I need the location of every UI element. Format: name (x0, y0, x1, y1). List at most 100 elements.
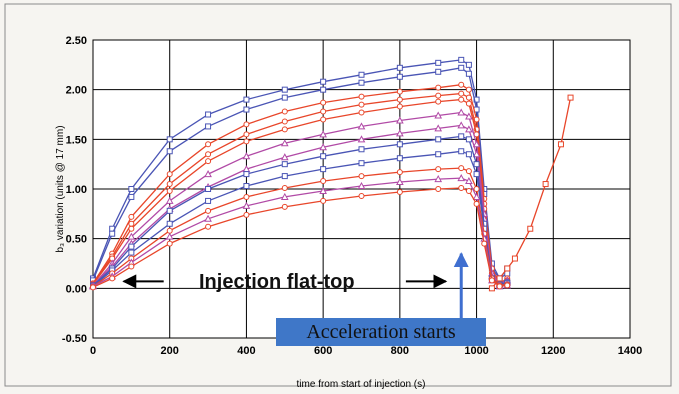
data-point-0-12 (465, 61, 472, 68)
data-point-1-12 (465, 70, 472, 77)
series-12 (488, 94, 574, 292)
data-point-5-4 (204, 170, 212, 178)
data-point-10-13 (472, 192, 481, 200)
data-point-12-1 (496, 275, 503, 282)
data-point-6-10 (434, 124, 443, 132)
data-point-1-2 (128, 193, 135, 200)
figure-border (4, 3, 672, 387)
series-layer (89, 56, 574, 292)
data-point-11-8 (358, 192, 365, 199)
data-point-0-2 (128, 186, 135, 192)
data-point-1-3 (166, 148, 173, 155)
x-tick-label-4: 800 (391, 345, 409, 357)
data-point-1-7 (320, 86, 327, 93)
data-point-5-5 (242, 152, 251, 160)
x-axis-label: time from start of injection (s) (297, 379, 426, 390)
data-point-10-4 (204, 214, 212, 222)
data-point-2-9 (396, 88, 403, 95)
data-point-9-4 (205, 207, 212, 214)
data-point-2-10 (435, 84, 442, 91)
data-point-4-10 (435, 98, 442, 105)
data-point-9-5 (243, 193, 250, 200)
data-point-9-3 (166, 227, 173, 234)
data-point-11-3 (166, 240, 173, 247)
data-point-10-9 (396, 178, 404, 186)
data-point-11-6 (281, 203, 288, 210)
data-point-2-5 (243, 121, 250, 128)
data-point-11-15 (488, 277, 495, 284)
data-point-7-6 (281, 161, 288, 168)
data-point-4-2 (128, 225, 135, 232)
y-axis-label: b₃ variation (units @ 17 mm) (55, 125, 66, 252)
data-point-3-8 (358, 101, 365, 108)
data-point-10-6 (280, 192, 289, 200)
data-point-8-12 (465, 151, 472, 158)
data-point-3-10 (435, 92, 442, 99)
data-point-2-2 (128, 213, 135, 220)
data-point-11-4 (205, 223, 212, 230)
data-point-6-8 (357, 135, 366, 143)
data-point-5-7 (319, 130, 327, 138)
data-point-7-8 (358, 146, 365, 153)
data-point-2-12 (465, 86, 472, 93)
x-tick-label-7: 1400 (618, 345, 642, 357)
data-point-6-12 (465, 125, 473, 133)
data-point-7-13 (473, 161, 480, 168)
data-point-3-4 (205, 151, 212, 158)
acceleration-starts-label: Acceleration starts (276, 318, 486, 346)
data-point-9-13 (473, 186, 480, 192)
data-point-2-6 (281, 108, 288, 115)
data-point-11-12 (465, 187, 472, 194)
data-point-10-11 (457, 174, 466, 182)
data-point-0-4 (205, 111, 212, 118)
data-point-8-4 (205, 197, 212, 204)
data-point-0-3 (166, 136, 173, 143)
data-point-10-5 (242, 201, 251, 209)
data-point-5-12 (465, 112, 473, 120)
data-point-11-5 (243, 211, 250, 218)
data-point-11-2 (128, 263, 135, 270)
data-point-0-11 (458, 56, 465, 63)
data-point-10-12 (465, 177, 473, 185)
data-point-11-0 (90, 284, 96, 291)
data-point-7-3 (166, 207, 173, 214)
data-point-12-3 (511, 255, 518, 262)
data-point-4-3 (166, 187, 173, 194)
data-point-8-2 (128, 249, 135, 256)
data-point-8-6 (281, 173, 288, 180)
injection-flat-top-label: Injection flat-top (199, 271, 355, 293)
data-point-11-9 (396, 188, 403, 195)
data-point-8-8 (358, 160, 365, 167)
data-point-7-9 (396, 141, 403, 148)
data-point-9-11 (458, 165, 465, 172)
series-line-11 (92, 187, 508, 288)
series-11 (90, 185, 511, 291)
data-point-0-10 (435, 59, 442, 66)
data-point-2-8 (358, 93, 365, 100)
y-tick-label-4: 0.50 (66, 234, 87, 246)
data-point-1-5 (243, 106, 250, 113)
data-point-6-9 (396, 129, 404, 137)
data-point-11-17 (504, 282, 511, 289)
y-tick-labels: 2.50 2.00 1.50 1.00 0.50 0.00 -0.50 (62, 35, 87, 345)
data-point-10-8 (357, 181, 366, 190)
data-point-5-9 (396, 116, 404, 124)
data-point-2-4 (205, 141, 212, 148)
data-point-9-6 (281, 185, 288, 192)
data-point-4-8 (358, 109, 365, 116)
data-point-12-2 (504, 265, 511, 272)
annotation-layer (122, 252, 469, 320)
data-point-4-9 (396, 103, 403, 110)
data-point-2-11 (458, 81, 465, 88)
y-tick-label-1: 2.00 (66, 85, 87, 97)
data-point-12-0 (488, 285, 495, 292)
data-point-6-13 (472, 150, 481, 158)
data-point-10-10 (434, 175, 443, 183)
data-point-9-7 (320, 178, 327, 185)
data-point-4-5 (243, 138, 250, 145)
data-point-1-10 (435, 68, 442, 75)
data-point-1-9 (396, 73, 403, 80)
data-point-5-6 (280, 139, 289, 147)
